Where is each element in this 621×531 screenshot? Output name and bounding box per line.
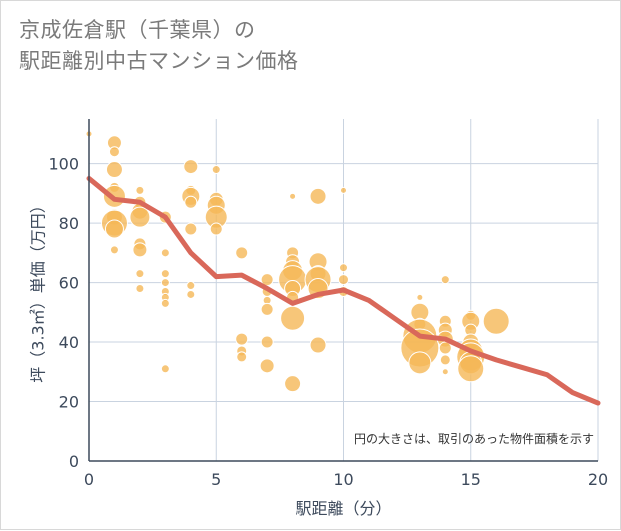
data-bubble: [260, 273, 274, 287]
y-tick-label: 20: [59, 393, 79, 412]
data-bubble: [184, 195, 198, 209]
data-bubble: [160, 269, 170, 279]
data-bubble: [109, 245, 119, 255]
data-bubble: [416, 293, 424, 301]
y-tick-label: 60: [59, 274, 79, 293]
x-axis-label: 駅距離（分）: [295, 499, 391, 518]
data-bubble: [184, 222, 198, 236]
data-bubble: [438, 341, 452, 355]
data-bubble: [259, 358, 275, 374]
data-bubble: [309, 336, 327, 354]
data-bubble: [440, 275, 450, 285]
data-bubble: [339, 263, 348, 273]
data-bubble: [338, 274, 349, 286]
data-bubble: [186, 289, 196, 299]
data-bubble: [260, 302, 274, 316]
x-tick-label: 20: [588, 470, 608, 489]
data-bubble: [183, 159, 199, 175]
data-bubble: [260, 335, 274, 349]
data-bubble: [160, 278, 170, 288]
x-tick-label: 0: [84, 470, 94, 489]
data-bubble: [280, 305, 306, 331]
y-tick-label: 100: [48, 155, 79, 174]
data-bubble: [211, 165, 221, 175]
data-bubble: [439, 354, 451, 366]
y-tick-label: 40: [59, 333, 79, 352]
trend-line: [86, 175, 601, 406]
data-bubble: [309, 187, 327, 205]
data-bubble: [186, 281, 196, 291]
x-tick-label: 10: [333, 470, 353, 489]
data-bubble: [135, 284, 145, 294]
data-bubble: [284, 375, 302, 393]
data-bubble: [132, 242, 148, 258]
bubble-layer: [85, 130, 510, 393]
data-bubble: [236, 351, 248, 363]
data-bubble: [457, 355, 485, 383]
data-bubble: [408, 351, 432, 375]
y-tick-label: 0: [69, 452, 79, 471]
axes: [88, 119, 598, 462]
chart-title-line2: 駅距離別中古マンション価格: [19, 49, 299, 73]
data-bubble: [160, 364, 170, 374]
data-bubble: [108, 146, 120, 158]
data-bubble: [160, 298, 170, 308]
bubble-size-note: 円の大きさは、取引のあった物件面積を示す: [354, 431, 594, 446]
chart-title: 京成佐倉駅（千葉県）の 駅距離別中古マンション価格: [19, 15, 299, 77]
data-bubble: [104, 219, 124, 239]
x-tick-label: 15: [461, 470, 481, 489]
data-bubble: [289, 192, 297, 200]
data-bubble: [441, 368, 449, 376]
data-bubble: [482, 307, 510, 335]
data-bubble: [340, 186, 347, 194]
data-bubble: [160, 248, 170, 258]
trend-line-layer: [86, 175, 601, 406]
chart-title-line1: 京成佐倉駅（千葉県）の: [19, 18, 256, 42]
data-bubble: [209, 222, 223, 236]
x-tick-label: 5: [211, 470, 221, 489]
data-bubble: [235, 246, 249, 260]
tick-labels: 0 5 10 15 20 0 20 40 60 80 100: [48, 155, 608, 489]
data-bubble: [129, 206, 151, 228]
data-bubble: [235, 332, 249, 346]
y-tick-label: 80: [59, 214, 79, 233]
data-bubble: [135, 185, 145, 195]
data-bubble: [105, 161, 123, 179]
data-bubble: [135, 269, 145, 279]
y-axis-label: 坪（3.3㎡）単価（万円）: [29, 197, 48, 382]
